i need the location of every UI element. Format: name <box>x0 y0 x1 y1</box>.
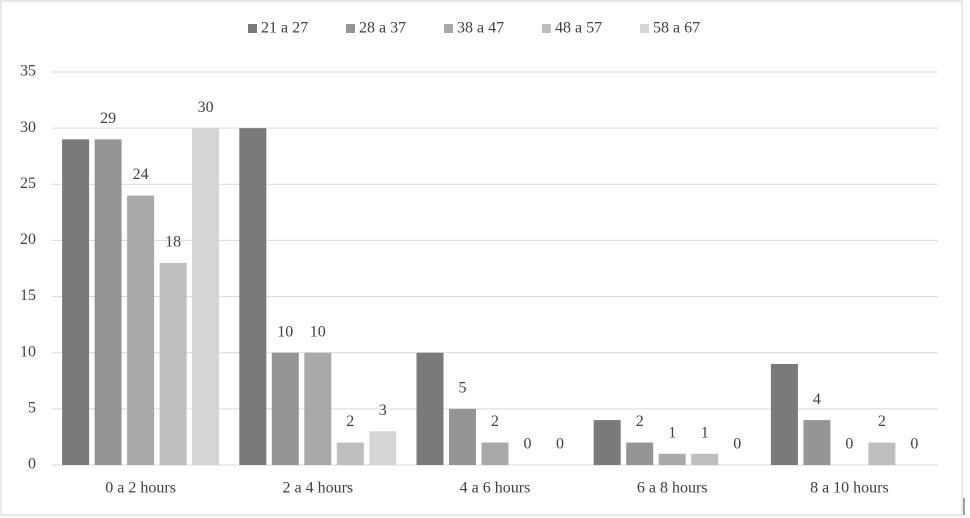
data-label: 0 <box>556 436 564 453</box>
bar <box>159 262 187 465</box>
y-tick-label: 35 <box>20 63 36 80</box>
bar <box>593 420 621 465</box>
data-label: 4 <box>813 391 821 408</box>
y-tick-label: 20 <box>20 231 36 248</box>
legend-label: 38 a 47 <box>457 20 504 37</box>
x-tick-label: 8 a 10 hours <box>810 480 889 497</box>
legend-swatch <box>640 24 649 33</box>
data-label: 0 <box>733 436 741 453</box>
data-label: 24 <box>133 166 149 183</box>
data-label: 1 <box>668 424 676 441</box>
data-label: 2 <box>346 413 354 430</box>
bar <box>239 128 267 465</box>
bar <box>691 453 719 465</box>
data-label: 5 <box>459 380 467 397</box>
data-label: 2 <box>878 413 886 430</box>
data-label: 29 <box>100 110 116 127</box>
y-tick-label: 5 <box>28 400 36 417</box>
bar <box>868 442 896 465</box>
bar <box>369 431 397 465</box>
bar <box>770 363 798 465</box>
data-label: 30 <box>198 99 214 116</box>
bar <box>271 352 299 465</box>
bar <box>803 420 831 465</box>
data-label: 2 <box>636 413 644 430</box>
data-label: 3 <box>379 402 387 419</box>
x-tick-label: 6 a 8 hours <box>637 480 708 497</box>
bar <box>336 442 364 465</box>
bar <box>304 352 332 465</box>
bar <box>658 453 686 465</box>
data-label: 18 <box>165 234 181 251</box>
data-label: 10 <box>277 323 293 340</box>
legend-swatch <box>444 24 453 33</box>
legend-swatch <box>248 24 257 33</box>
data-label: 2 <box>491 413 499 430</box>
x-tick-label: 0 a 2 hours <box>105 480 176 497</box>
y-tick-label: 30 <box>20 119 36 136</box>
x-tick-label: 4 a 6 hours <box>460 480 531 497</box>
bar <box>481 442 509 465</box>
data-label: 0 <box>910 436 918 453</box>
legend-swatch <box>346 24 355 33</box>
bar <box>192 128 220 465</box>
data-label: 0 <box>524 436 532 453</box>
bar <box>449 408 476 465</box>
bar <box>626 442 654 465</box>
y-tick-label: 15 <box>20 287 36 304</box>
legend-swatch <box>542 24 551 33</box>
data-label: 1 <box>701 424 709 441</box>
legend-label: 48 a 57 <box>555 20 602 37</box>
bar <box>94 139 122 465</box>
data-label: 10 <box>310 323 326 340</box>
y-tick-label: 0 <box>28 456 36 473</box>
bar <box>62 139 90 465</box>
x-tick-label: 2 a 4 hours <box>282 480 353 497</box>
bar <box>416 352 444 465</box>
legend-label: 58 a 67 <box>653 20 700 37</box>
legend-label: 28 a 37 <box>359 20 406 37</box>
data-label: 0 <box>845 436 853 453</box>
legend-label: 21 a 27 <box>261 20 308 37</box>
bar <box>127 195 155 465</box>
y-tick-label: 25 <box>20 175 36 192</box>
y-tick-label: 10 <box>20 343 36 360</box>
